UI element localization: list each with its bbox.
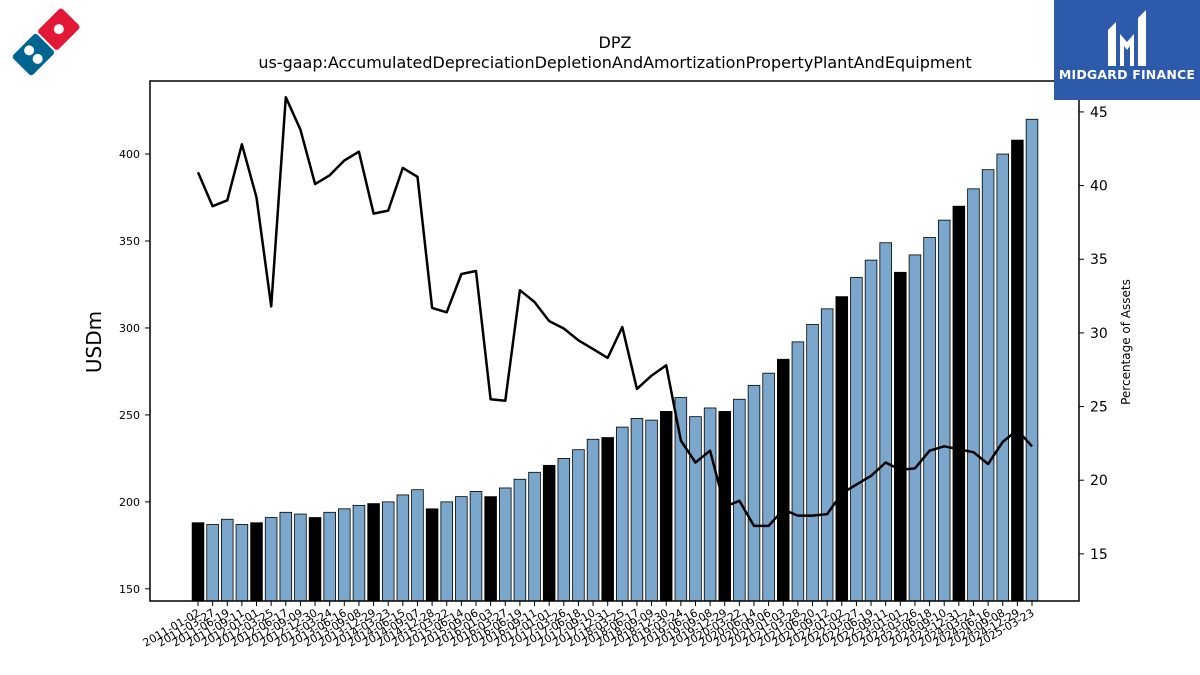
bar [923, 237, 936, 602]
bar [221, 518, 234, 602]
bar [864, 259, 878, 602]
bar [381, 501, 395, 602]
y-tick-label: 200 [119, 496, 140, 509]
bar [806, 324, 819, 602]
percentage-line [196, 95, 1033, 528]
bar [659, 411, 673, 602]
bar [894, 271, 907, 602]
bar [323, 511, 336, 602]
bar [586, 438, 600, 602]
bar [469, 491, 483, 602]
y2-tick-label: 35 [1090, 252, 1108, 268]
bar [279, 511, 293, 602]
bar [264, 517, 278, 602]
y-axis-ticks: 150 200 250 300 350 400 [119, 148, 150, 596]
bar [616, 426, 629, 602]
bar [396, 494, 410, 602]
bar [967, 188, 980, 602]
bar [425, 508, 439, 602]
bar [499, 487, 512, 602]
publisher-name: MIDGARD FINANCE [1058, 67, 1196, 82]
bar [850, 277, 863, 602]
y-axis-label: USDm [82, 311, 106, 373]
bar [513, 478, 527, 602]
bar [674, 397, 688, 602]
bar [308, 517, 322, 602]
y-tick-label: 300 [119, 322, 140, 335]
bar [557, 457, 571, 602]
bar [1011, 139, 1024, 602]
bar [338, 508, 351, 602]
bar [777, 358, 790, 602]
bar [762, 372, 775, 602]
bar [367, 503, 380, 602]
publisher-badge: MIDGARD FINANCE [1054, 0, 1200, 100]
bar [1025, 118, 1039, 602]
bar [206, 524, 219, 602]
bar [645, 419, 658, 602]
y2-tick-label: 25 [1090, 400, 1108, 416]
bar [820, 308, 834, 602]
bar [352, 504, 366, 602]
bar [572, 449, 585, 602]
bar [440, 501, 453, 602]
plot-frame [149, 80, 1080, 602]
bar [747, 384, 761, 602]
bar [791, 341, 805, 602]
bar [937, 219, 951, 602]
y-tick-label: 400 [119, 148, 140, 161]
bar [835, 296, 849, 602]
bar [601, 437, 614, 602]
bar [235, 524, 249, 602]
line-series [196, 95, 1033, 528]
bar [294, 513, 307, 602]
y-tick-label: 350 [119, 235, 140, 248]
bar [952, 205, 966, 602]
y2-tick-label: 40 [1090, 179, 1108, 195]
y2-axis-ticks: 15 20 25 30 35 40 45 [1079, 105, 1108, 563]
chart-subtitle: us-gaap:AccumulatedDepreciationDepletion… [258, 53, 971, 72]
x-axis-ticks: 2011-01-022011-03-272011-06-192011-09-11… [141, 601, 1037, 650]
bar [528, 471, 541, 602]
y-tick-label: 250 [119, 409, 140, 422]
bar [455, 496, 468, 602]
bar [191, 522, 205, 602]
bar [630, 417, 644, 602]
midgard-finance-m-logo-icon [1108, 10, 1146, 66]
y2-tick-label: 20 [1090, 473, 1108, 489]
bar [981, 169, 995, 602]
dominos-domino-logo-icon [12, 8, 80, 76]
bar [879, 242, 892, 602]
bar [703, 407, 717, 602]
y2-tick-label: 45 [1090, 105, 1108, 121]
bar [996, 153, 1009, 602]
chart-title: DPZ [599, 33, 632, 52]
y2-tick-label: 30 [1090, 326, 1108, 342]
bar-series [191, 118, 1039, 602]
bar [689, 416, 702, 602]
bar [411, 489, 424, 602]
y2-axis-label: Percentage of Assets [1119, 279, 1133, 405]
y-tick-label: 150 [119, 583, 140, 596]
bar [542, 464, 556, 602]
bar [250, 522, 263, 602]
bar [908, 254, 922, 602]
bar [484, 496, 497, 602]
y2-tick-label: 15 [1090, 547, 1108, 563]
